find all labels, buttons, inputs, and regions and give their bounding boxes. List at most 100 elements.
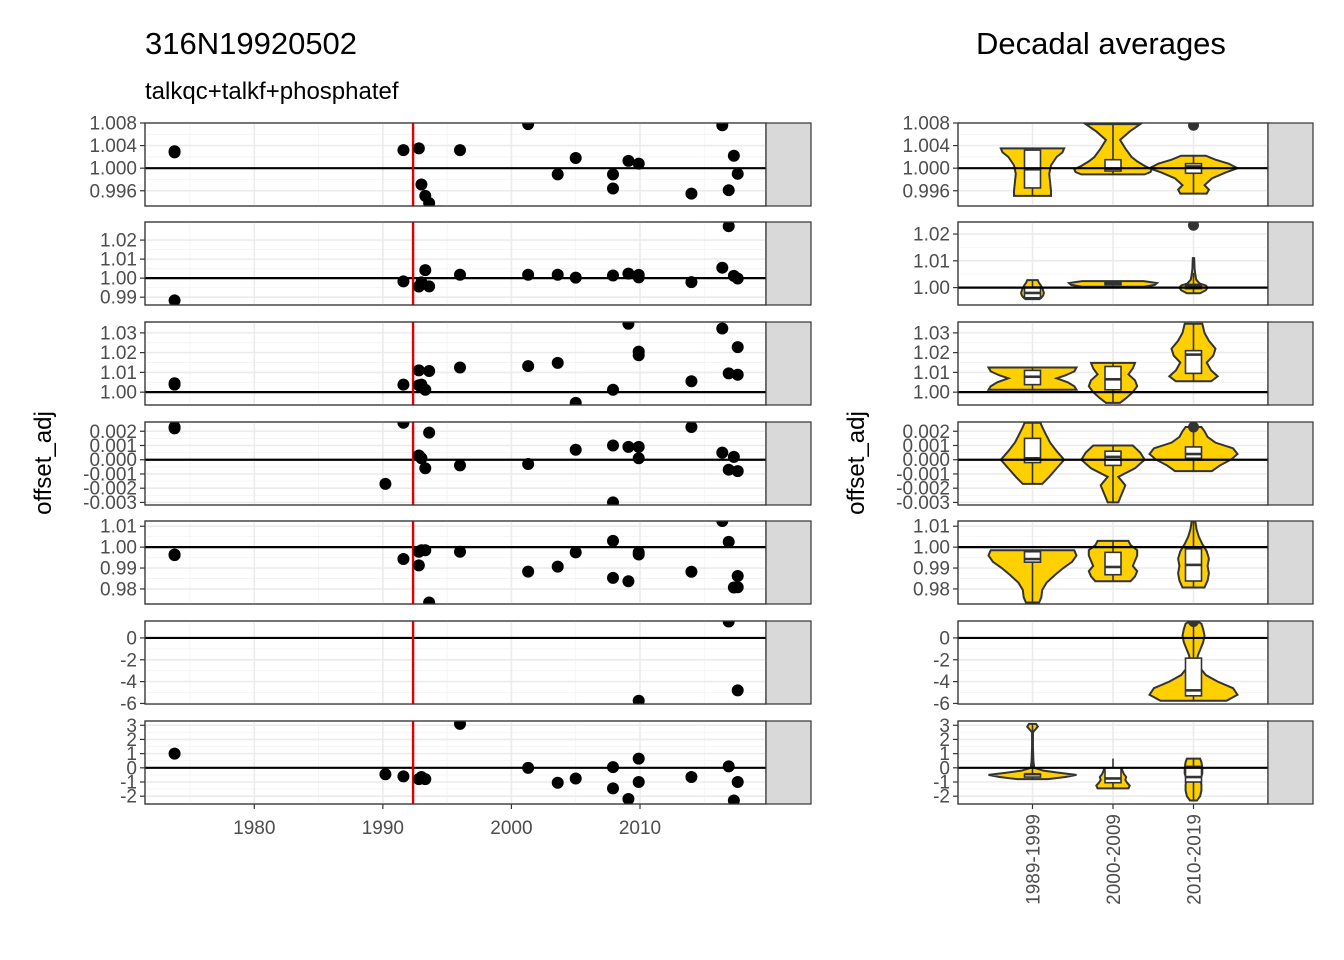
violin-nitrate-strip	[1267, 122, 1314, 207]
scatter-salinity-point	[731, 465, 744, 478]
violin-talk-facet: -6-4-20talk	[933, 620, 1314, 715]
scatter-tco2-panel	[144, 720, 767, 805]
violin-tco2-strip	[1267, 720, 1314, 805]
scatter-salinity-point	[379, 477, 392, 490]
violin-silicate-group-2000-2009	[1087, 539, 1139, 583]
violin-silicate-ytick-label: 1.00	[913, 538, 950, 559]
scatter-tco2-point	[522, 761, 535, 774]
scatter-oxygen-point	[423, 280, 436, 293]
scatter-xtick-label: 1990	[362, 818, 404, 839]
scatter-salinity-ytick-label: 0.000	[89, 450, 137, 471]
scatter-salinity-point	[415, 452, 428, 465]
scatter-talk-strip	[765, 620, 812, 705]
violin-silicate-ytick-label: 0.98	[913, 579, 950, 600]
scatter-nitrate-ytick-label: 1.000	[89, 159, 137, 180]
scatter-tco2-point	[379, 768, 392, 781]
violin-silicate-ytick-label: 0.99	[913, 559, 950, 580]
scatter-salinity-plot-area	[145, 422, 766, 505]
violin-phosphate-group-1989-1999	[986, 366, 1079, 391]
scatter-tco2-point	[727, 794, 740, 804]
scatter-nitrate-point	[622, 154, 635, 167]
violin-nitrate-ytick-label: 0.996	[902, 181, 950, 202]
scatter-oxygen-ytick-label: 1.00	[100, 269, 137, 290]
scatter-silicate-point	[397, 553, 410, 566]
violin-tco2-ytick-label: 0	[939, 758, 950, 779]
scatter-nitrate-point	[685, 187, 698, 200]
violin-silicate-ytick-label: 1.01	[913, 517, 950, 538]
scatter-oxygen-point	[731, 272, 744, 285]
scatter-salinity-ytick-label: -0.001	[83, 464, 137, 485]
scatter-oxygen-strip	[765, 221, 812, 306]
violin-tco2-ytick-label: -1	[933, 773, 950, 794]
scatter-oxygen-point	[454, 268, 466, 281]
violin-phosphate-ytick-label: 1.00	[913, 383, 950, 404]
violin-silicate-strip	[1267, 520, 1314, 605]
violin-oxygen-facet: 1.001.011.02oxygen	[913, 221, 1314, 306]
violin-salinity-box	[1184, 446, 1203, 460]
scatter-salinity-ytick-label: 0.001	[89, 436, 137, 457]
scatter-phosphate-point	[731, 341, 744, 354]
violin-xtick-label: 1989-1999	[1024, 814, 1045, 905]
scatter-tco2-point	[607, 782, 619, 795]
scatter-silicate-point	[454, 545, 466, 558]
scatter-salinity-point	[607, 496, 619, 505]
violin-oxygen-group-2000-2009	[1066, 280, 1160, 288]
left-y-axis-label: offset_adj	[30, 411, 57, 515]
scatter-salinity-point	[622, 440, 635, 453]
scatter-salinity-ytick-label: 0.002	[89, 422, 137, 443]
scatter-salinity-ytick-label: -0.003	[83, 493, 137, 514]
violin-salinity-ytick-label: -0.002	[896, 479, 950, 500]
scatter-salinity-point	[685, 422, 698, 433]
scatter-nitrate-plot-area	[145, 123, 766, 206]
violin-silicate-box	[1104, 551, 1122, 576]
scatter-silicate-point	[731, 581, 744, 594]
scatter-phosphate-strip	[765, 321, 812, 406]
scatter-tco2-point	[731, 776, 744, 789]
scatter-salinity-point	[632, 440, 645, 453]
scatter-silicate-ytick-label: 0.98	[100, 579, 137, 600]
scatter-nitrate-point	[716, 123, 729, 132]
violin-talk-ytick-label: -4	[933, 672, 950, 693]
scatter-talk-panel	[144, 620, 767, 705]
violin-xtick-label: 2010-2019	[1185, 814, 1206, 905]
scatter-tco2-plot-area	[145, 721, 766, 804]
scatter-salinity-point	[419, 462, 432, 475]
violin-phosphate-box	[1184, 349, 1203, 375]
violin-salinity-outlier	[1188, 422, 1199, 433]
violin-oxygen-ytick-label: 1.00	[913, 278, 950, 299]
scatter-salinity-point	[454, 459, 466, 472]
violin-salinity-box	[1023, 437, 1042, 464]
scatter-silicate-point	[731, 569, 744, 582]
violin-talk-ytick-label: 0	[939, 628, 950, 649]
scatter-tco2-point	[419, 773, 432, 786]
scatter-talk-facet: -6-4-20talk	[120, 620, 812, 715]
scatter-phosphate-point	[454, 361, 466, 374]
scatter-phosphate-point	[419, 383, 432, 396]
scatter-silicate-plot-area	[145, 521, 766, 604]
scatter-xtick-label: 1980	[233, 818, 275, 839]
violin-salinity-ytick-label: -0.003	[896, 493, 950, 514]
scatter-talk-point	[632, 694, 645, 704]
scatter-tco2-point	[622, 793, 635, 804]
scatter-oxygen-point	[569, 271, 582, 284]
scatter-salinity-point	[569, 443, 582, 456]
scatter-silicate-point	[551, 560, 564, 573]
violin-salinity-ytick-label: 0.001	[902, 436, 950, 457]
scatter-phosphate-point	[716, 322, 729, 335]
scatter-salinity-point	[607, 439, 619, 452]
scatter-salinity-point	[722, 463, 735, 476]
violin-silicate-facet: 0.980.991.001.01silicate	[913, 517, 1314, 605]
scatter-tco2-point	[685, 771, 698, 784]
scatter-tco2-ytick-label: 0	[126, 758, 137, 779]
scatter-oxygen-point	[168, 294, 181, 305]
violin-nitrate-ytick-label: 1.000	[902, 159, 950, 180]
scatter-talk-point	[731, 684, 744, 697]
scatter-tco2-facet: -2-10123tco2	[120, 716, 812, 808]
scatter-oxygen-point	[419, 264, 432, 277]
violin-tco2-group-2010-2019	[1183, 757, 1204, 802]
scatter-silicate-point	[607, 534, 619, 547]
scatter-phosphate-facet: 1.001.011.021.03hosphat	[100, 321, 812, 406]
scatter-silicate-strip	[765, 520, 812, 605]
scatter-silicate-point	[569, 546, 582, 559]
violin-phosphate-ytick-label: 1.03	[913, 323, 950, 344]
